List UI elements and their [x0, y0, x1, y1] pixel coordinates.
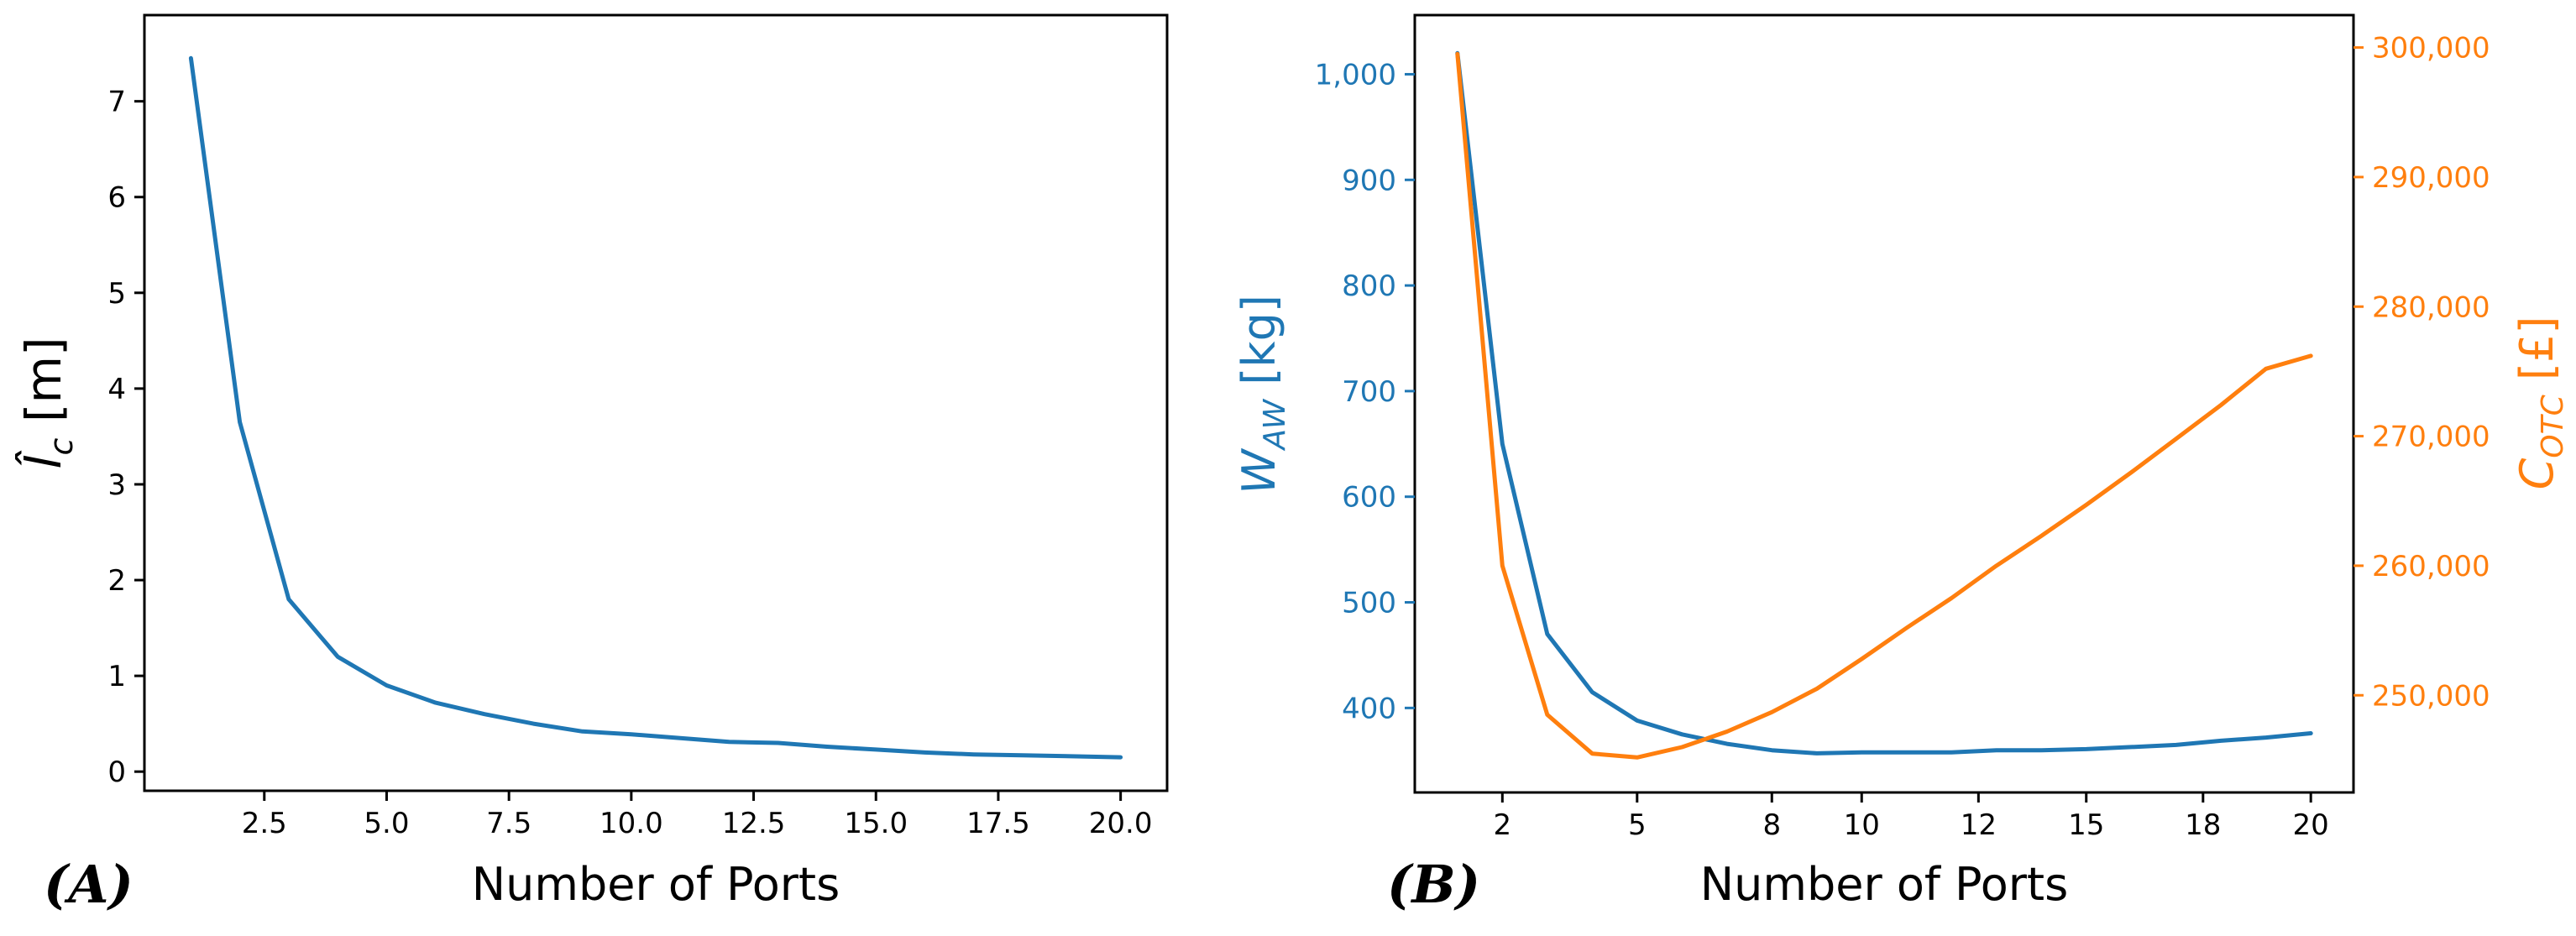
chart-b-x-tick-label: 5 — [1628, 808, 1647, 842]
chart-b-x-label: Number of Ports — [1700, 858, 2069, 911]
chart-b-y-left-label: WAW [kg] — [1233, 295, 1292, 494]
chart-a-x-tick-label: 12.5 — [722, 807, 786, 840]
chart-b-x-tick-label: 12 — [1961, 808, 1997, 842]
chart-b-x-tick-label: 20 — [2293, 808, 2329, 842]
chart-b-y-right-ticks: 250,000 260,000 270,000 280,000 290,000 300,0… — [2353, 32, 2490, 713]
chart-b-x-tick-label: 15 — [2068, 808, 2104, 842]
chart-a-y-ticks: 0 1 2 3 4 5 6 7 — [107, 86, 144, 789]
chart-a-y-tick-label: 5 — [107, 277, 126, 311]
chart-b-y-right-tick-label: 300,000 — [2372, 32, 2490, 65]
chart-b-y-left-tick-label: 1,000 — [1315, 58, 1396, 92]
chart-b-series — [1455, 50, 2313, 760]
chart-b-y-left-ticks: 400 500 600 700 800 900 1,000 — [1315, 58, 1415, 725]
chart-a-x-tick-label: 20.0 — [1089, 807, 1153, 840]
chart-a-x-label: Number of Ports — [472, 858, 840, 911]
chart-a-y-label-sub: c — [43, 437, 80, 455]
chart-a: 2.5 5.0 7.5 10.0 12.5 15.0 17.5 20.0 0 1 2 3 4 5 6 7 N… — [14, 13, 1169, 915]
chart-b-y-left-tick-label: 900 — [1342, 164, 1396, 197]
chart-b-y-right-label-sub: OTC — [2536, 394, 2570, 458]
chart-a-x-tick-label: 15.0 — [844, 807, 908, 840]
chart-b-y-right-label: COTC [£] — [2511, 316, 2570, 490]
chart-a-y-tick-label: 2 — [107, 564, 126, 598]
chart-b-x-ticks: 2 5 8 10 12 15 18 20 — [1493, 792, 2329, 842]
chart-a-y-tick-label: 0 — [107, 756, 126, 789]
chart-b-y-left-label-units: [kg] — [1233, 295, 1285, 400]
chart-b-y-right-label-units: [£] — [2511, 316, 2563, 395]
chart-a-x-tick-label: 2.5 — [242, 807, 287, 840]
chart-b-y-left-tick-label: 600 — [1342, 481, 1396, 515]
chart-a-x-tick-label: 5.0 — [364, 807, 409, 840]
chart-b-plot-frame — [1413, 13, 2355, 794]
chart-b-series-line-left — [1455, 50, 2313, 756]
chart-b-y-right-tick-label: 280,000 — [2372, 290, 2490, 324]
chart-b-x-tick-label: 8 — [1762, 808, 1781, 842]
chart-a-y-label-units: [m] — [15, 337, 72, 437]
chart-b: 2 5 8 10 12 15 18 20 400 500 600 700 800 900 1,000 25… — [1233, 13, 2570, 915]
chart-b-y-left-tick-label: 800 — [1342, 269, 1396, 303]
chart-b-y-right-tick-label: 270,000 — [2372, 421, 2490, 454]
chart-b-y-right-tick-label: 250,000 — [2372, 679, 2490, 713]
chart-b-x-tick-label: 2 — [1493, 808, 1511, 842]
chart-a-y-tick-label: 7 — [107, 86, 126, 119]
chart-a-series-line — [188, 55, 1123, 760]
chart-a-y-label: l̂c [m] — [14, 337, 80, 468]
chart-b-y-left-tick-label: 400 — [1342, 692, 1396, 725]
chart-a-y-tick-label: 1 — [107, 660, 126, 693]
chart-b-y-right-tick-label: 260,000 — [2372, 550, 2490, 583]
panel-label-a: (A) — [44, 854, 134, 915]
chart-a-x-ticks: 2.5 5.0 7.5 10.0 12.5 15.0 17.5 20.0 — [242, 791, 1153, 840]
chart-a-x-tick-label: 10.0 — [599, 807, 663, 840]
panel-label-b: (B) — [1387, 854, 1480, 915]
chart-b-y-left-label-symbol: W — [1233, 447, 1285, 494]
chart-b-y-left-tick-label: 500 — [1342, 587, 1396, 620]
chart-b-x-tick-label: 10 — [1844, 808, 1880, 842]
chart-a-y-tick-label: 3 — [107, 468, 126, 502]
chart-b-x-tick-label: 18 — [2185, 808, 2221, 842]
chart-b-y-right-label-symbol: C — [2511, 458, 2563, 489]
chart-a-x-tick-label: 17.5 — [966, 807, 1030, 840]
chart-a-plot-frame — [143, 13, 1169, 792]
chart-b-y-left-tick-label: 700 — [1342, 375, 1396, 409]
chart-b-y-left-label-sub: AW — [1258, 399, 1292, 452]
chart-a-series — [188, 55, 1123, 760]
chart-a-x-tick-label: 7.5 — [486, 807, 531, 840]
chart-b-y-right-tick-label: 290,000 — [2372, 161, 2490, 195]
chart-a-y-tick-label: 4 — [107, 373, 126, 406]
chart-a-y-tick-label: 6 — [107, 181, 126, 215]
chart-b-series-line-right — [1455, 51, 2313, 760]
